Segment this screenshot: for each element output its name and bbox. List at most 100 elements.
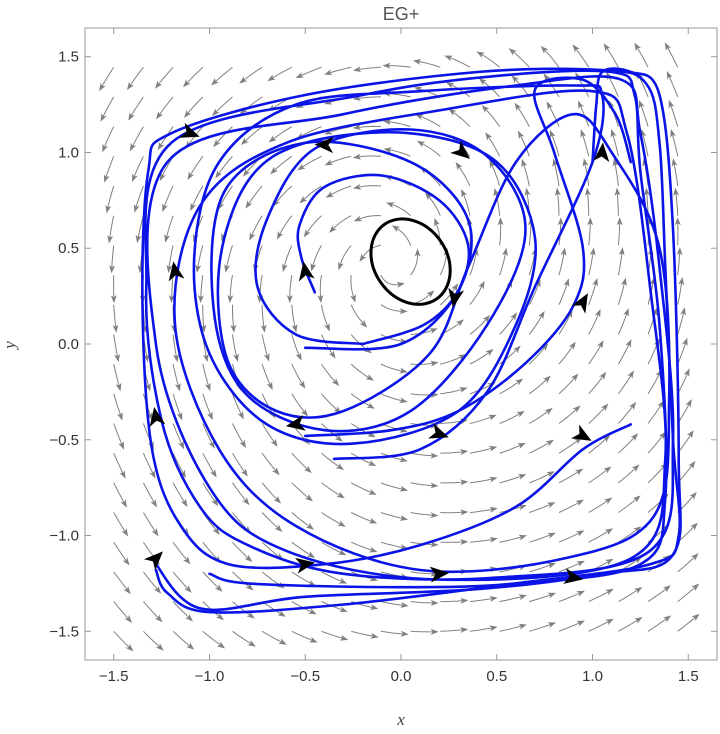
stream-arrow xyxy=(547,622,557,628)
stream-arrow xyxy=(145,382,151,392)
stream-line xyxy=(202,452,216,475)
stream-arrow xyxy=(426,290,435,298)
stream-line xyxy=(350,304,365,326)
stream-line xyxy=(484,107,501,127)
direction-markers xyxy=(143,122,610,584)
stream-line xyxy=(215,126,233,145)
stream-arrow xyxy=(202,353,209,363)
stream-arrow xyxy=(584,187,591,196)
stream-line xyxy=(380,333,404,342)
stream-arrow xyxy=(683,368,690,377)
stream-line xyxy=(261,452,278,473)
stream-arrow xyxy=(415,114,424,120)
stream-arrow xyxy=(400,602,409,608)
stream-arrow xyxy=(630,433,639,442)
stream-arrow xyxy=(108,265,115,274)
stream-line xyxy=(440,541,465,543)
stream-line xyxy=(469,350,491,365)
stream-line xyxy=(189,156,204,177)
stream-line xyxy=(499,251,507,276)
direction-arrow-icon xyxy=(448,287,465,308)
stream-line xyxy=(558,501,581,513)
stream-line xyxy=(283,245,293,269)
direction-arrow-icon xyxy=(149,406,166,428)
stream-line xyxy=(581,132,590,157)
stream-arrow xyxy=(430,360,439,367)
stream-arrow xyxy=(518,534,527,541)
stream-arrow xyxy=(575,530,585,537)
stream-line xyxy=(588,437,608,454)
stream-arrow xyxy=(100,113,107,122)
stream-line xyxy=(669,103,679,127)
stream-line xyxy=(291,482,311,500)
stream-arrow xyxy=(367,459,377,466)
direction-arrow-icon xyxy=(571,293,588,314)
stream-line xyxy=(588,251,594,276)
stream-arrow xyxy=(662,585,671,593)
stream-line xyxy=(647,465,666,484)
stream-arrow xyxy=(587,217,594,226)
stream-line xyxy=(202,363,210,388)
stream-line xyxy=(499,625,524,632)
stream-line xyxy=(305,215,322,235)
stream-line xyxy=(168,245,174,270)
stream-line xyxy=(469,627,494,632)
stream-arrow xyxy=(489,536,498,543)
stream-arrow xyxy=(151,528,159,537)
stream-arrow xyxy=(213,139,221,148)
stream-line xyxy=(232,630,253,646)
stream-line xyxy=(418,115,441,128)
stream-arrow xyxy=(366,402,375,409)
stream-arrow xyxy=(399,308,408,315)
stream-line xyxy=(647,434,664,454)
stream-arrow xyxy=(195,264,202,273)
stream-arrow xyxy=(309,636,318,643)
stream-arrow xyxy=(560,247,567,256)
stream-arrow xyxy=(197,294,204,304)
stream-line xyxy=(172,482,186,504)
stream-arrow xyxy=(383,119,392,126)
stream-line xyxy=(232,482,248,503)
stream-line xyxy=(261,334,269,358)
stream-arrow xyxy=(240,468,248,477)
stream-line xyxy=(490,163,501,187)
stream-line xyxy=(350,393,372,408)
stream-line xyxy=(225,245,233,269)
stream-line xyxy=(232,512,249,532)
stream-line xyxy=(321,482,342,497)
stream-line xyxy=(202,393,212,417)
stream-line xyxy=(469,415,494,424)
x-axis-label: x xyxy=(396,710,405,729)
stream-line xyxy=(321,630,345,640)
stream-arrow xyxy=(446,82,455,89)
stream-line xyxy=(451,110,471,127)
stream-arrow xyxy=(600,403,609,412)
stream-arrow xyxy=(227,294,234,304)
stream-line xyxy=(618,588,640,603)
stream-arrow xyxy=(307,579,317,587)
stream-line xyxy=(142,482,156,505)
stream-line xyxy=(380,601,405,606)
stream-line xyxy=(200,275,204,300)
stream-line xyxy=(197,245,204,269)
stream-line xyxy=(113,334,119,359)
stream-line xyxy=(261,304,265,329)
stream-line xyxy=(113,423,123,447)
stream-line xyxy=(321,393,339,412)
stream-arrow xyxy=(631,464,640,473)
stream-arrow xyxy=(632,495,641,503)
stream-arrow xyxy=(180,498,188,507)
stream-arrow xyxy=(270,438,278,447)
stream-arrow xyxy=(658,431,666,440)
stream-arrow xyxy=(118,441,125,450)
stream-line xyxy=(291,304,296,329)
stream-arrow xyxy=(114,353,120,363)
stream-line xyxy=(529,533,553,543)
stream-arrow xyxy=(267,74,276,82)
stream-line xyxy=(479,52,500,68)
direction-arrow-icon xyxy=(450,140,470,159)
stream-arrow xyxy=(156,111,164,120)
stream-arrow xyxy=(547,562,556,569)
stream-line xyxy=(607,74,619,98)
stream-line xyxy=(202,482,217,504)
